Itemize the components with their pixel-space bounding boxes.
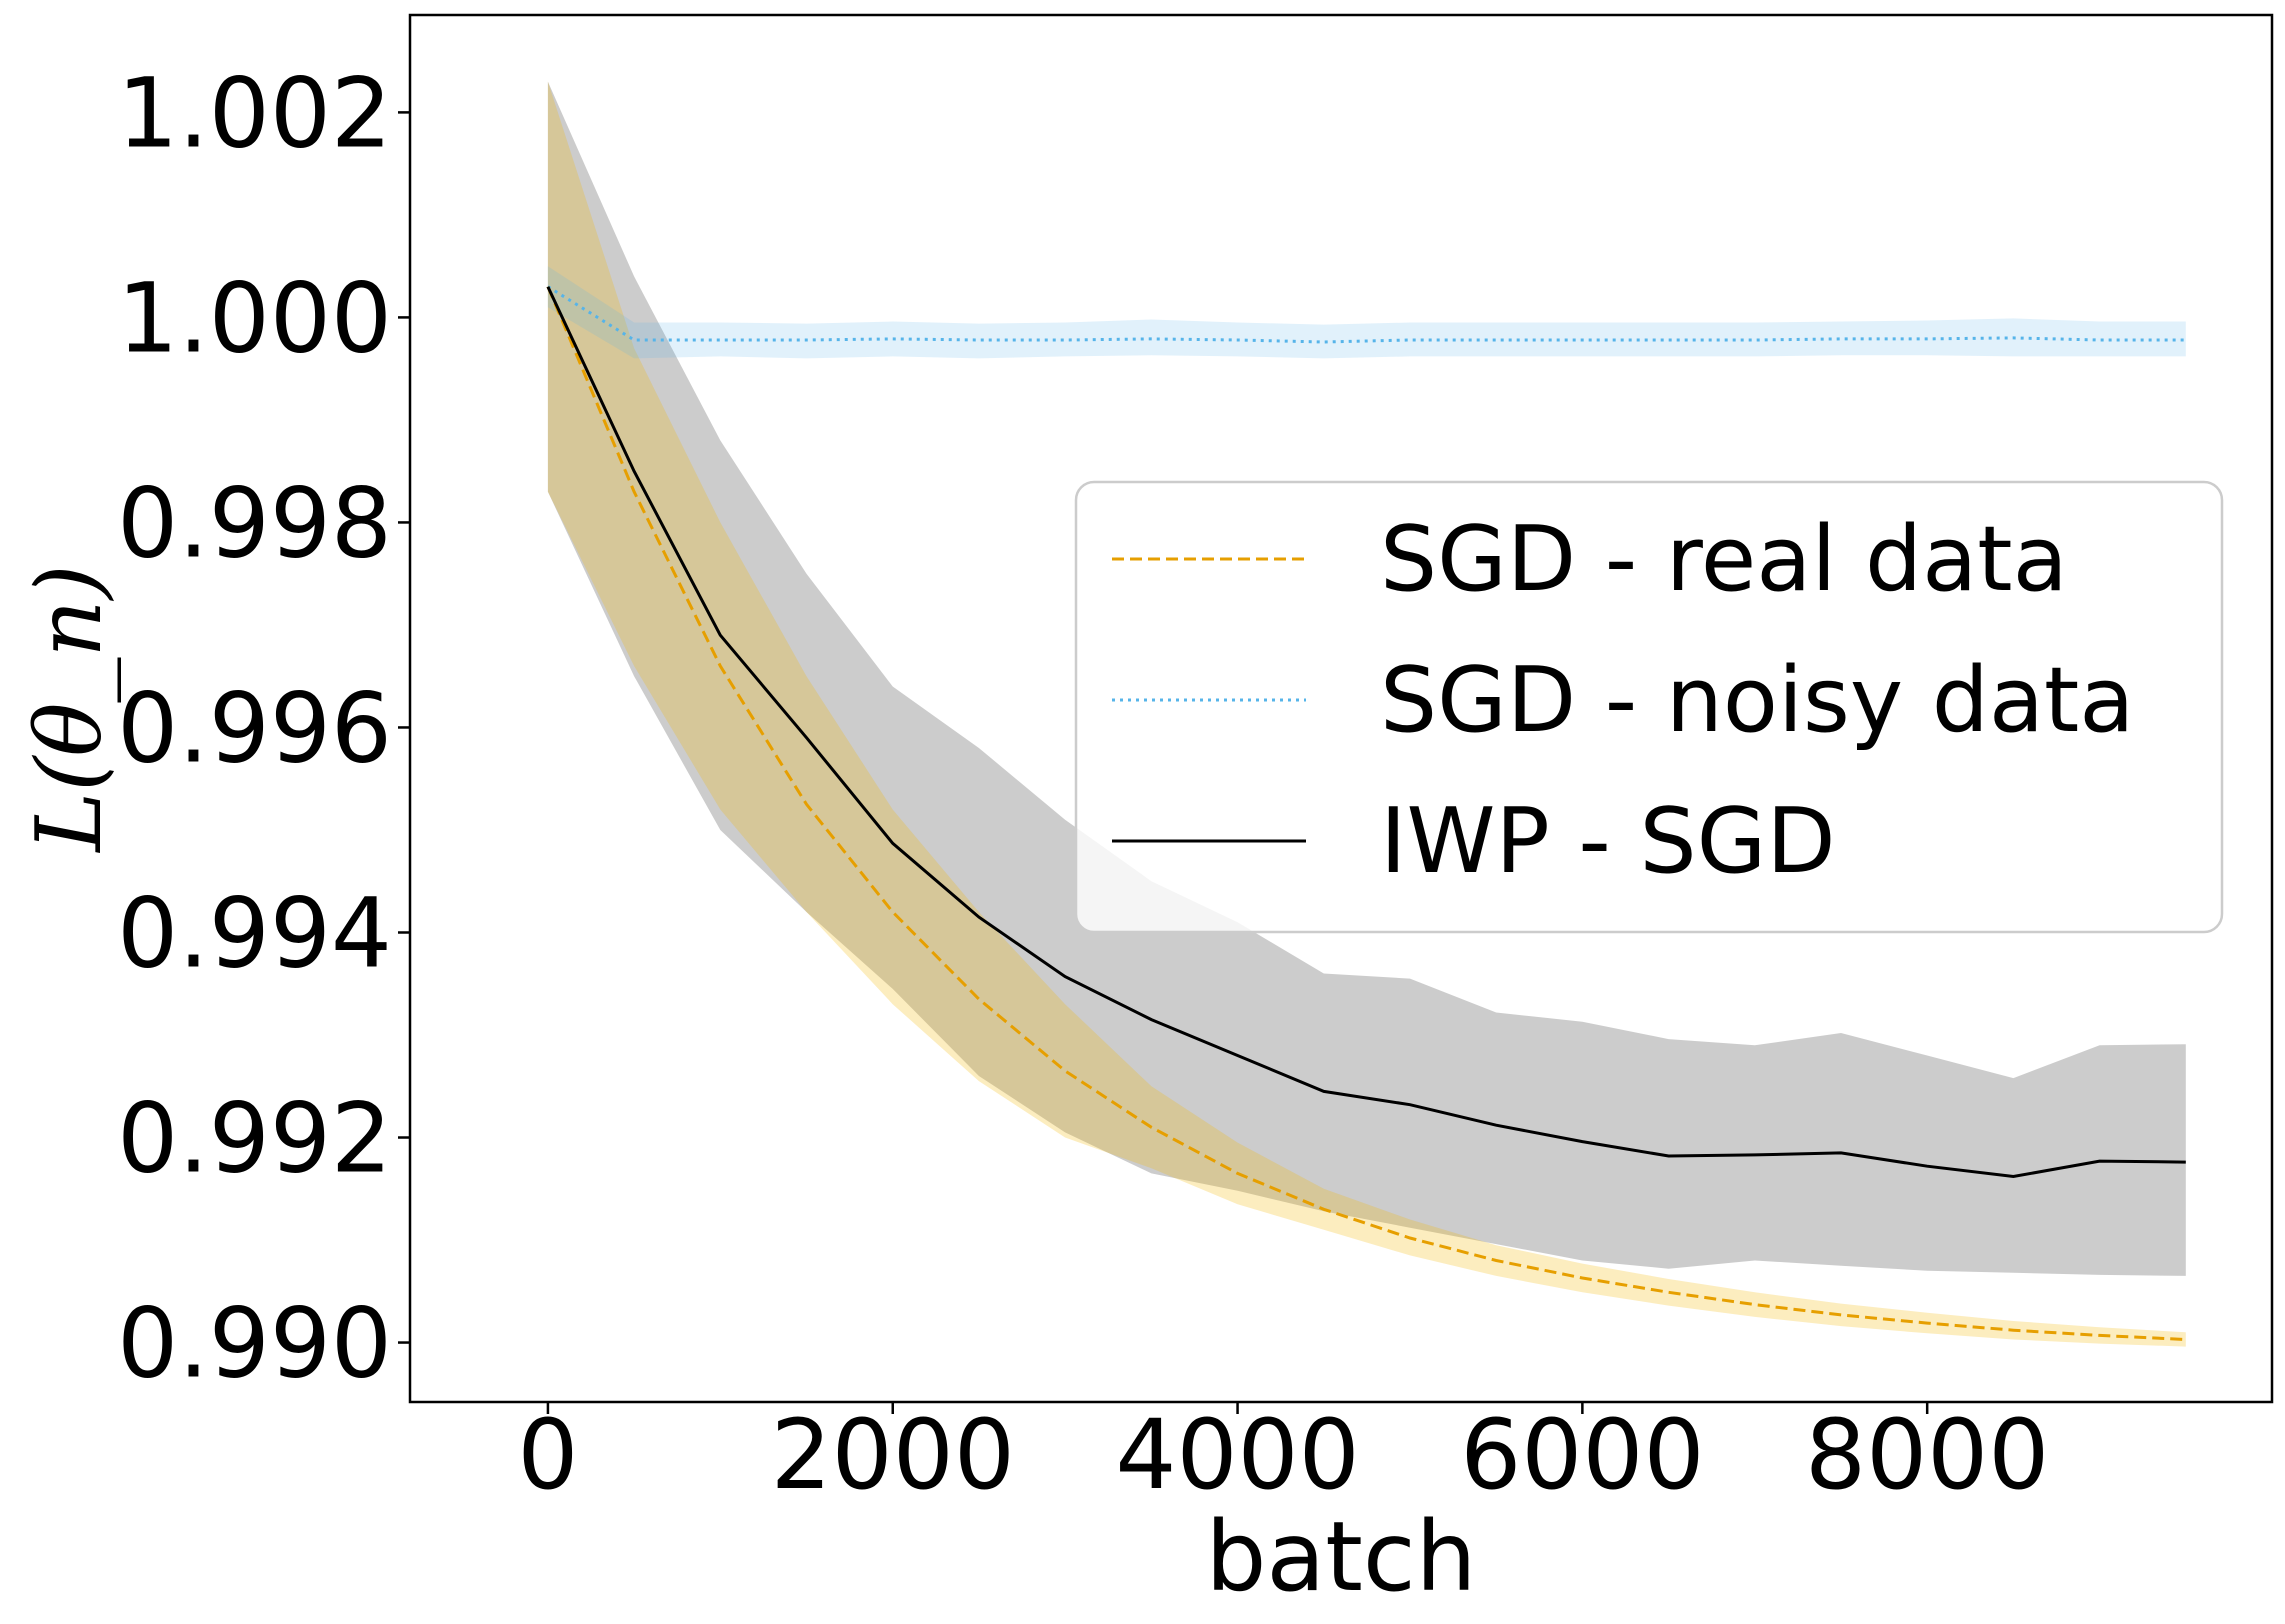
y-axis-title-text: L(θ_n) bbox=[17, 564, 122, 853]
y-tick-label: 0.996 bbox=[117, 672, 392, 784]
y-axis-title: L(θ_n) bbox=[17, 564, 122, 853]
series-lines bbox=[546, 285, 2186, 1341]
y-tick-label: 1.002 bbox=[117, 57, 392, 169]
x-tick-label: 2000 bbox=[771, 1399, 1015, 1511]
y-axis-ticks: 0.990 0.992 0.994 0.996 0.998 1.000 1.002 bbox=[117, 57, 410, 1400]
y-tick-label: 0.998 bbox=[117, 467, 392, 579]
y-tick-label: 0.992 bbox=[117, 1083, 392, 1195]
line-sgd-noisy-data bbox=[547, 285, 2186, 344]
x-axis-ticks: 0 2000 4000 6000 8000 bbox=[517, 1399, 2049, 1511]
legend-box bbox=[1074, 480, 2224, 934]
confidence-bands bbox=[547, 81, 2186, 1347]
plot-frame bbox=[408, 13, 2274, 1404]
legend-label-noisy: SGD - noisy data bbox=[1380, 648, 2134, 753]
y-tick-label: 0.990 bbox=[117, 1288, 392, 1400]
legend-label-real: SGD - real data bbox=[1380, 507, 2068, 612]
y-tick-label: 1.000 bbox=[117, 262, 392, 374]
x-tick-label: 8000 bbox=[1805, 1399, 2049, 1511]
x-tick-label: 0 bbox=[517, 1399, 578, 1511]
band-sgd-noisy-data bbox=[547, 266, 2186, 359]
band-sgd-real-data bbox=[547, 81, 2186, 1347]
y-tick-label: 0.994 bbox=[117, 877, 392, 989]
line-sgd-real-data bbox=[546, 286, 2186, 1341]
x-axis-title: batch bbox=[1205, 1501, 1476, 1613]
line-iwp-sgd bbox=[546, 286, 2186, 1179]
x-tick-label: 4000 bbox=[1115, 1399, 1359, 1511]
legend: SGD - real data SGD - noisy data IWP - S… bbox=[1074, 480, 2224, 934]
band-iwp-sgd bbox=[547, 81, 2186, 1276]
x-tick-label: 6000 bbox=[1460, 1399, 1704, 1511]
legend-label-iwp: IWP - SGD bbox=[1380, 789, 1836, 894]
